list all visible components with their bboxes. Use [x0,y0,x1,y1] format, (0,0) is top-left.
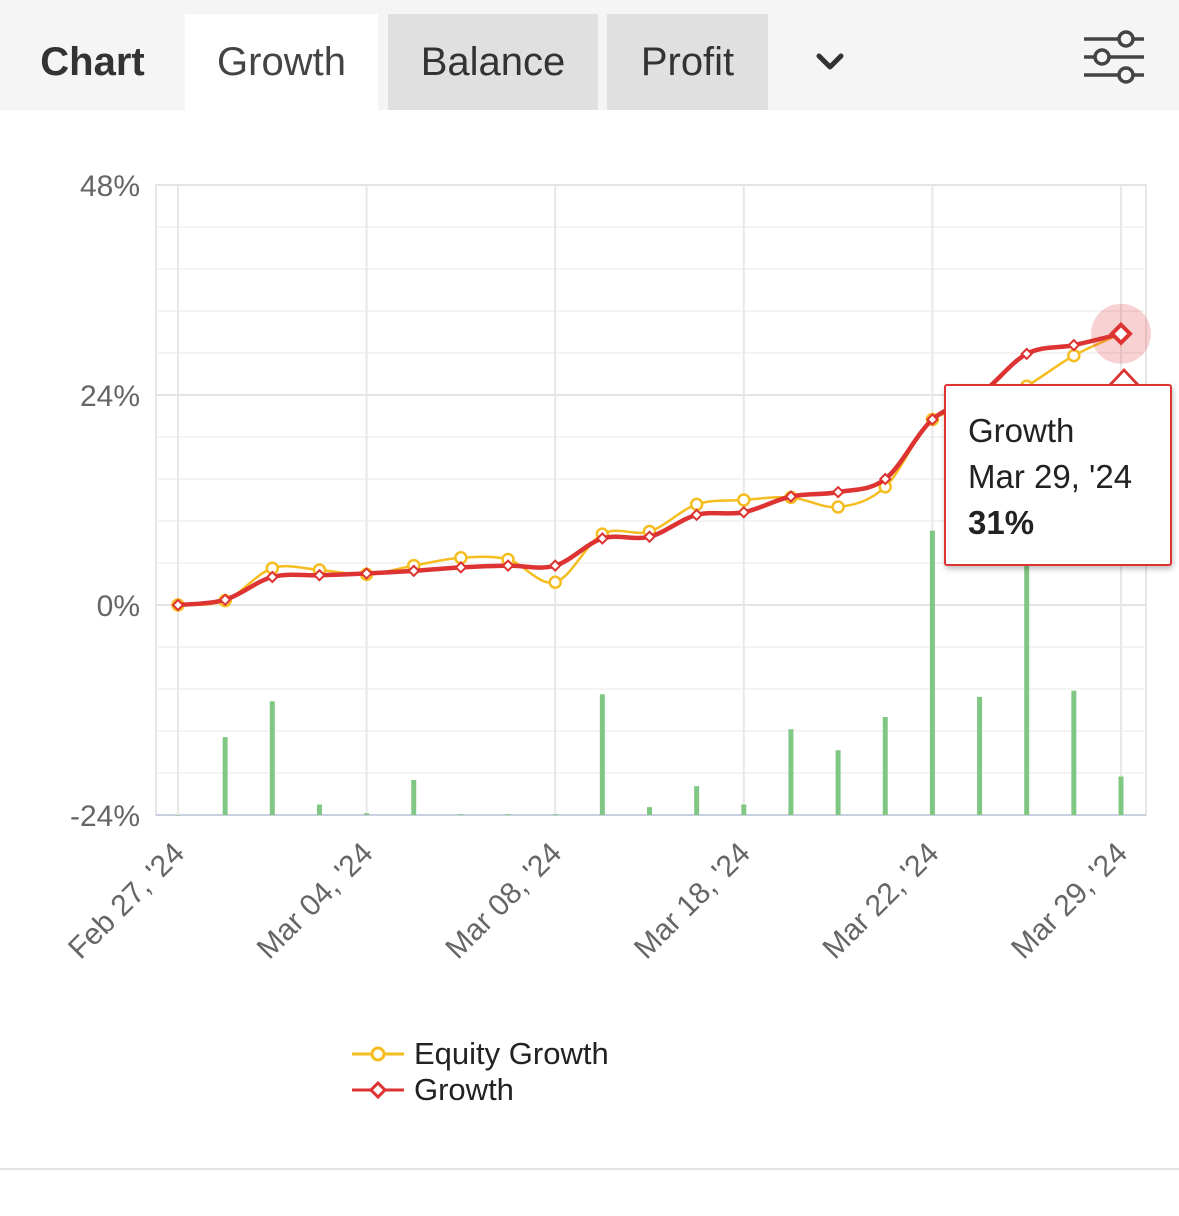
bar [364,813,370,815]
chevron-down-icon [816,53,844,70]
growth-point [784,490,798,503]
growth-point [690,508,704,522]
bar [647,807,652,815]
bar [929,530,935,815]
growth-point [925,413,939,426]
growth-point [265,570,279,584]
bar [835,750,841,815]
bar [175,815,181,816]
bar [269,701,275,815]
x-tick-label: Mar 29, '24 [1005,837,1134,966]
legend-item-growth[interactable]: Growth [350,1072,609,1108]
growth-point [548,559,562,573]
equity-point [1067,348,1081,363]
tooltip-arrow-fill [1111,372,1137,386]
growth-point [171,598,185,612]
growth-point [737,505,751,519]
y-tick-label: 24% [80,380,140,413]
growth-point [313,568,326,582]
bar [316,804,322,815]
x-tick-label: Feb 27, '24 [62,837,191,966]
growth-point [643,530,656,544]
chart-legend: Equity Growth Growth [350,1036,609,1108]
bar [411,780,417,815]
chart-svg: 48% 24% 0% -24% Feb 27, '24 Mar 04, '24 Mar 08… [62,170,1151,966]
y-tick-label: -24% [70,800,140,833]
legend-item-equity-growth[interactable]: Equity Growth [350,1036,609,1072]
chart-settings-button[interactable] [1078,0,1150,110]
bar [788,729,794,815]
legend-equity-marker [352,1046,404,1062]
growth-point-active [1109,321,1133,346]
growth-point [454,560,468,574]
bar [458,814,464,815]
growth-point [218,593,232,607]
y-tick-label: 0% [97,590,140,623]
x-tick-label: Mar 18, '24 [628,837,757,966]
chart-tab-title: Chart [40,39,145,84]
bar [1118,776,1124,815]
bar [694,786,700,815]
x-tick-label: Mar 04, '24 [251,837,380,966]
sliders-icon [1084,30,1144,84]
tab-profit[interactable]: Profit [607,14,768,110]
equity-point [737,493,751,507]
bar [552,814,558,815]
bar [222,737,228,815]
bottom-divider [0,1168,1179,1170]
tooltip-date: Mar 29, '24 [968,458,1133,495]
bar [741,804,747,815]
bar [599,694,605,815]
growth-point [831,485,845,499]
x-tick-label: Mar 08, '24 [439,837,568,966]
equity-point [831,500,845,514]
tooltip-series: Growth [968,412,1075,449]
growth-point [1067,338,1081,352]
x-tick-label: Mar 22, '24 [817,837,946,966]
tab-growth[interactable]: Growth [185,14,378,110]
bar [505,814,511,815]
legend-growth-label: Growth [414,1072,514,1107]
legend-growth-marker [352,1080,404,1100]
more-tabs-button[interactable] [790,0,870,110]
bar [1071,690,1077,815]
bar [1024,468,1030,815]
chart-tooltip: Growth Mar 29, '24 31% [944,384,1172,566]
tab-bar: Chart Growth Balance Profit [0,0,1179,110]
growth-point [360,567,374,580]
equity-point [689,497,704,512]
growth-point [407,564,421,578]
tab-balance[interactable]: Balance [388,14,598,110]
growth-point [1020,347,1034,361]
equity-point [548,575,562,589]
growth-point [878,472,892,486]
growth-point [501,559,515,573]
bar [882,717,888,815]
bar [977,696,983,815]
tooltip-value: 31% [968,504,1035,541]
growth-chart: 48% 24% 0% -24% Feb 27, '24 Mar 04, '24 Mar 08… [0,110,1179,1170]
y-tick-label: 48% [80,170,140,203]
growth-point [595,532,609,545]
legend-equity-label: Equity Growth [414,1036,609,1071]
